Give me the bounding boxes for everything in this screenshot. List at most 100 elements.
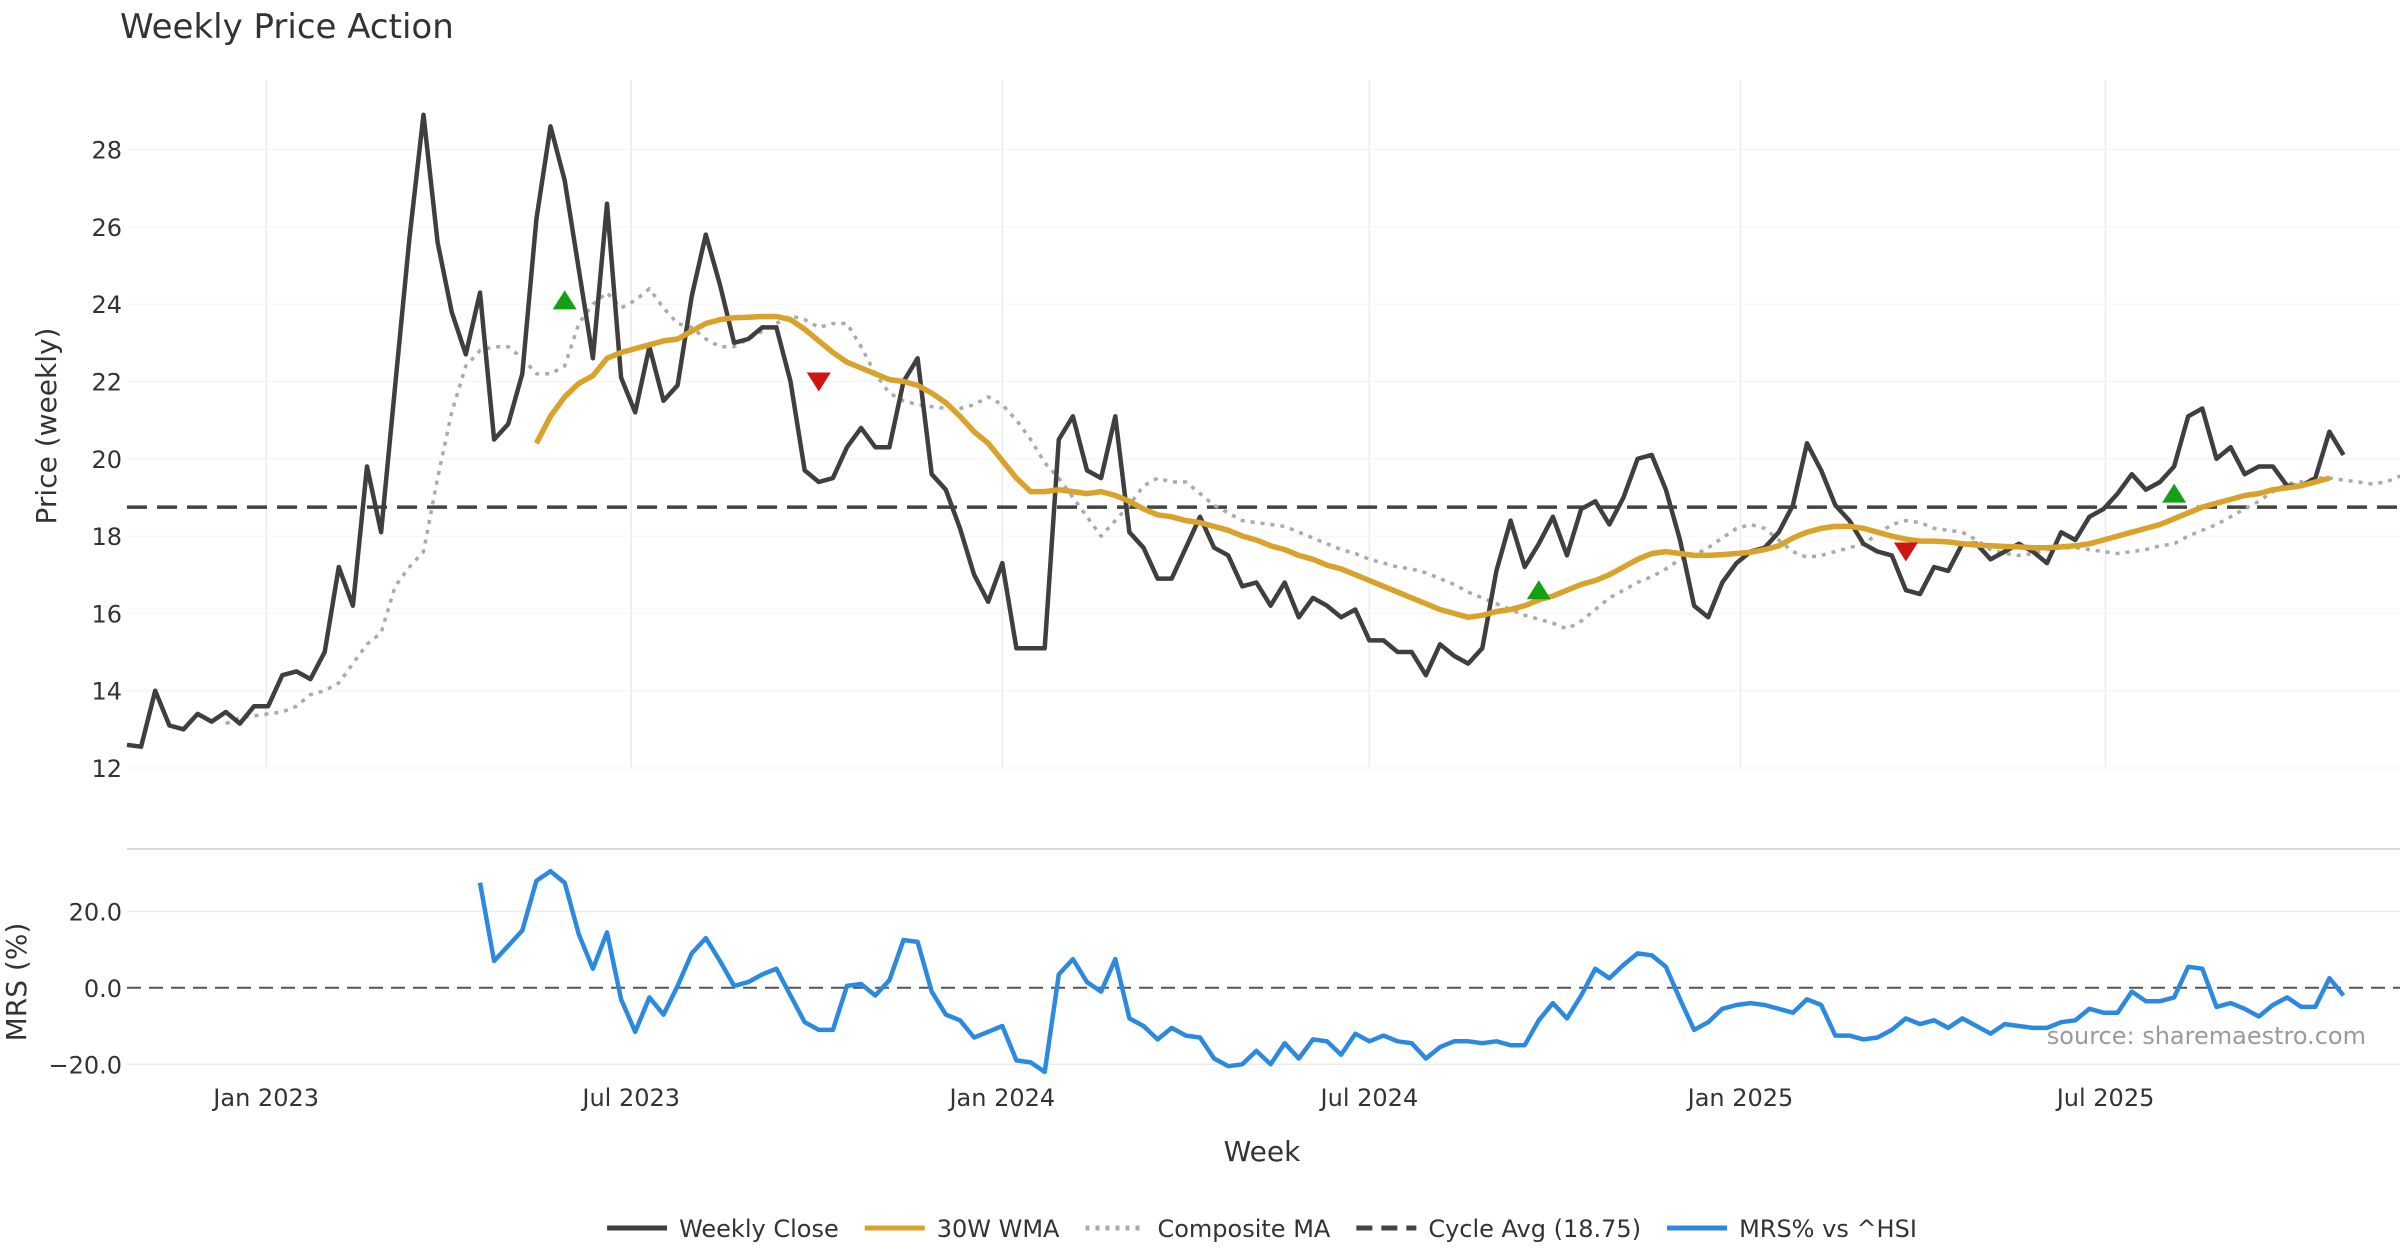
weekly-close-point	[294, 669, 299, 674]
buy-signal-marker	[552, 290, 577, 310]
price-y-tick-label: 18	[91, 523, 122, 551]
wma-point	[1861, 526, 1866, 531]
weekly-close-point	[1226, 553, 1231, 558]
composite-ma-point	[322, 688, 327, 693]
mrs-point	[1649, 953, 1654, 958]
mrs-point	[901, 938, 906, 943]
mrs-point	[1212, 1056, 1217, 1061]
weekly-close-point	[1649, 452, 1654, 457]
wma-point	[2172, 516, 2177, 521]
wma-point	[1508, 607, 1513, 612]
wma-point	[1663, 549, 1668, 554]
weekly-close-point	[675, 383, 680, 388]
mrs-point	[1776, 1006, 1781, 1011]
wma-point	[1310, 557, 1315, 562]
composite-ma-point	[2087, 547, 2092, 552]
weekly-close-point	[1127, 530, 1132, 535]
mrs-point	[1056, 972, 1061, 977]
weekly-close-point	[1085, 468, 1090, 473]
price-y-tick-label: 24	[91, 291, 122, 319]
composite-ma-point	[1565, 626, 1570, 631]
wma-point	[2087, 541, 2092, 546]
mrs-point	[661, 1012, 666, 1017]
x-axis-label: Week	[1224, 1135, 1301, 1168]
wma-point	[2313, 479, 2318, 484]
mrs-point	[1677, 997, 1682, 1002]
wma-point	[1579, 582, 1584, 587]
price-y-axis-label: Price (weekly)	[30, 328, 63, 525]
mrs-point	[520, 928, 525, 933]
composite-ma-point	[2101, 549, 2106, 554]
weekly-close-point	[1550, 514, 1555, 519]
mrs-point	[1522, 1043, 1527, 1048]
weekly-close-point	[2157, 479, 2162, 484]
mrs-point	[1423, 1056, 1428, 1061]
mrs-point	[1847, 1033, 1852, 1038]
wma-point	[1889, 534, 1894, 539]
wma-point	[1776, 543, 1781, 548]
mrs-point	[2143, 999, 2148, 1004]
composite-ma-point	[1960, 530, 1965, 535]
wma-point	[986, 441, 991, 446]
weekly-close-point	[181, 727, 186, 732]
weekly-close-point	[1819, 468, 1824, 473]
mrs-point	[1748, 1001, 1753, 1006]
wma-point	[1692, 553, 1697, 558]
wma-point	[1988, 543, 1993, 548]
mrs-point	[2341, 993, 2346, 998]
x-tick-label: Jan 2024	[947, 1084, 1055, 1112]
composite-ma-point	[1169, 479, 1174, 484]
weekly-close-point	[1466, 661, 1471, 666]
composite-ma-point	[2115, 551, 2120, 556]
mrs-point	[2002, 1022, 2007, 1027]
composite-ma-point	[1621, 588, 1626, 593]
weekly-close-point	[1254, 580, 1259, 585]
wma-point	[1085, 491, 1090, 496]
weekly-close-point	[2087, 514, 2092, 519]
composite-ma-point	[1268, 522, 1273, 527]
mrs-point	[986, 1029, 991, 1034]
sell-signal-marker	[1893, 542, 1918, 562]
mrs-point	[972, 1035, 977, 1040]
weekly-close-point	[2341, 452, 2346, 457]
weekly-close-point	[1946, 568, 1951, 573]
mrs-y-tick-label: 20.0	[69, 898, 122, 926]
weekly-close-point	[350, 603, 355, 608]
wma-point	[647, 342, 652, 347]
wma-point	[1141, 507, 1146, 512]
composite-ma-point	[1480, 595, 1485, 600]
price-y-tick-label: 26	[91, 214, 122, 242]
composite-ma-point	[957, 406, 962, 411]
wma-point	[788, 317, 793, 322]
weekly-close-point	[732, 340, 737, 345]
composite-ma-point	[280, 709, 285, 714]
wma-point	[1395, 590, 1400, 595]
wma-point	[1155, 512, 1160, 517]
wma-point	[1875, 530, 1880, 535]
mrs-point	[1635, 951, 1640, 956]
weekly-close-point	[237, 721, 242, 726]
wma-point	[1550, 594, 1555, 599]
wma-point	[1452, 611, 1457, 616]
mrs-point	[1381, 1033, 1386, 1038]
wma-point	[1932, 539, 1937, 544]
weekly-close-point	[2214, 456, 2219, 461]
weekly-close-point	[576, 267, 581, 272]
mrs-point	[2186, 964, 2191, 969]
weekly-close-point	[379, 530, 384, 535]
wma-point	[1706, 553, 1711, 558]
wma-point	[633, 346, 638, 351]
weekly-close-point	[1932, 565, 1937, 570]
wma-point	[1099, 489, 1104, 494]
wma-point	[1466, 615, 1471, 620]
composite-ma-point	[1141, 483, 1146, 488]
weekly-close-point	[336, 565, 341, 570]
mrs-point	[1508, 1043, 1513, 1048]
wma-point	[2101, 537, 2106, 542]
wma-point	[534, 441, 539, 446]
wma-point	[2115, 534, 2120, 539]
weekly-close-point	[689, 294, 694, 299]
weekly-close-point	[1607, 522, 1612, 527]
weekly-close-point	[633, 410, 638, 415]
composite-ma-point	[463, 364, 468, 369]
